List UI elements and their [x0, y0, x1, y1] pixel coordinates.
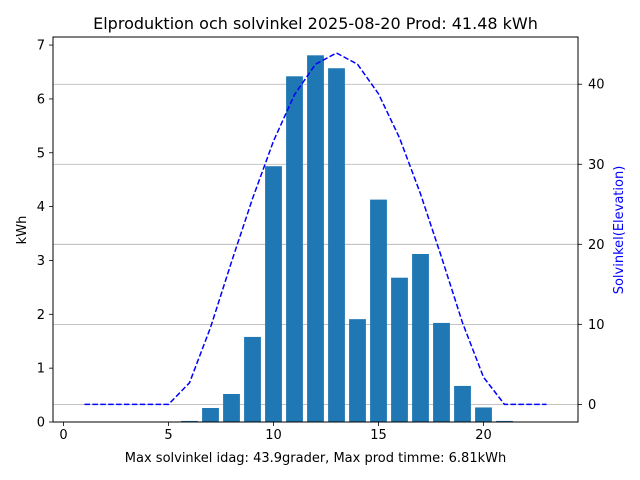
y-tick-label: 0: [37, 416, 45, 431]
bar: [265, 166, 282, 422]
y-tick-label: 6: [37, 92, 45, 107]
bar: [412, 254, 429, 422]
bar: [475, 407, 492, 422]
bar: [349, 319, 366, 422]
bar: [328, 68, 345, 422]
y-tick-label: 7: [37, 39, 45, 54]
x-tick-label: 15: [370, 428, 387, 443]
bar: [202, 408, 219, 422]
y-tick-label: 4: [37, 200, 45, 215]
y-axis-label: kWh: [15, 216, 30, 245]
y-tick-label: 5: [37, 146, 45, 161]
bar: [370, 199, 387, 422]
bar-series: [181, 55, 513, 423]
bar: [496, 420, 513, 422]
y-tick-label: 3: [37, 254, 45, 269]
x-axis-ticks: 0 5 10 15 20: [59, 422, 492, 443]
bar: [391, 277, 408, 422]
x-tick-label: 10: [265, 428, 282, 443]
x-axis-label: Max solvinkel idag: 43.9grader, Max prod…: [125, 451, 506, 466]
x-tick-label: 20: [475, 428, 492, 443]
y2-tick-label: 20: [588, 238, 605, 253]
y2-axis-ticks: 0 10 20 30 40: [578, 78, 605, 413]
y2-tick-label: 0: [588, 398, 596, 413]
plot-frame: [52, 36, 579, 423]
y2-tick-label: 30: [588, 158, 605, 173]
bar: [454, 385, 471, 422]
bar: [223, 394, 240, 422]
bar: [307, 55, 324, 423]
y-tick-label: 1: [37, 362, 45, 377]
bar: [433, 322, 450, 422]
bar: [244, 336, 261, 422]
y-tick-label: 2: [37, 308, 45, 323]
y2-tick-label: 10: [588, 318, 605, 333]
bar: [181, 420, 198, 422]
chart-title: Elproduktion och solvinkel 2025-08-20 Pr…: [93, 14, 538, 33]
y2-axis-label: Solvinkel(Elevation): [612, 166, 627, 295]
y-axis-ticks: 0 1 2 3 4 5 6 7: [37, 39, 53, 431]
bar: [286, 76, 303, 423]
x-tick-label: 0: [59, 428, 67, 443]
y2-tick-label: 40: [588, 78, 605, 93]
x-tick-label: 5: [164, 428, 172, 443]
